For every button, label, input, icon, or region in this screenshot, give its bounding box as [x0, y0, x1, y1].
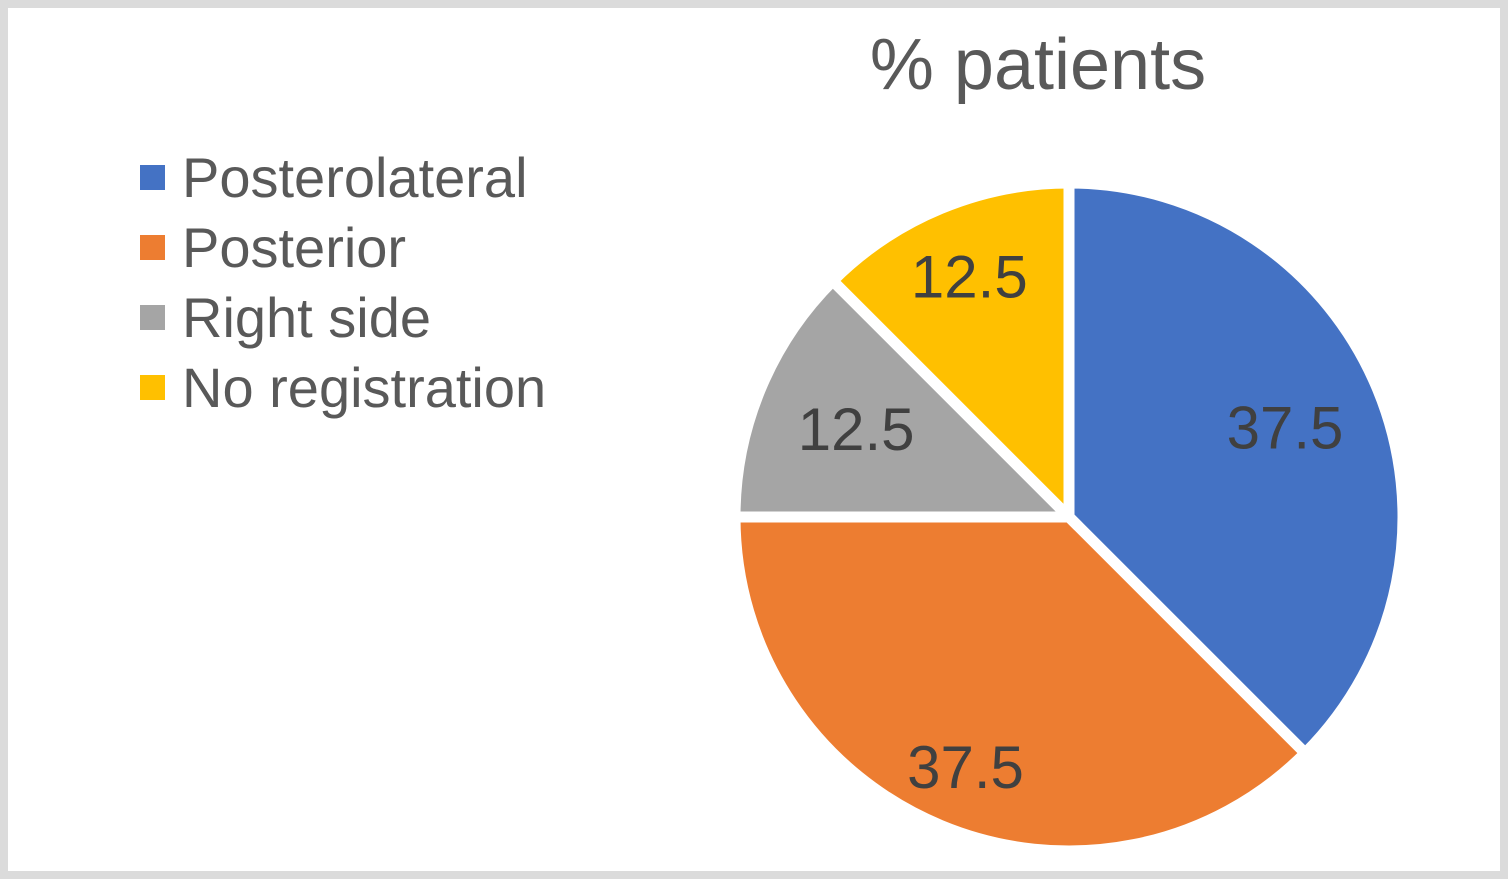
pie-slice-posterolateral — [1063, 177, 1409, 761]
legend-swatch — [140, 304, 165, 330]
pie-slice-no-registration — [825, 177, 1075, 531]
legend-swatch — [140, 374, 165, 400]
legend-item-posterolateral: Posterolateral — [140, 142, 546, 212]
legend-label: No registration — [182, 355, 547, 419]
pie-chart: 37.5 37.5 12.5 12.5 — [729, 177, 1409, 857]
legend-label: Right side — [182, 285, 432, 349]
legend-item-posterior: Posterior — [140, 212, 546, 282]
data-label: 12.5 — [911, 243, 1028, 310]
pie-slice-posterior — [729, 511, 1313, 857]
data-label: 12.5 — [798, 396, 915, 463]
legend-label: Posterior — [182, 215, 407, 279]
legend-item-no-registration: No registration — [140, 352, 546, 422]
chart-title: % patients — [869, 25, 1207, 105]
legend-label: Posterolateral — [182, 145, 528, 209]
legend-swatch — [140, 164, 165, 190]
pie-slice-right-side — [729, 273, 1083, 523]
data-label: 37.5 — [907, 734, 1024, 801]
data-label: 37.5 — [1227, 395, 1344, 462]
legend-swatch — [140, 234, 165, 260]
legend-item-right-side: Right side — [140, 282, 546, 352]
legend: Posterolateral Posterior Right side No r… — [140, 142, 546, 422]
